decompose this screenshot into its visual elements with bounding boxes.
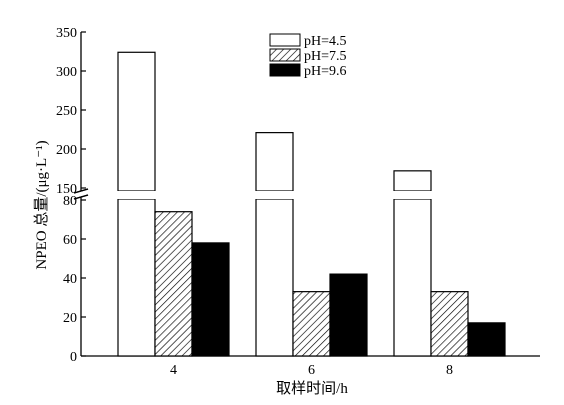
legend: pH=4.5pH=7.5pH=9.6 <box>269 33 347 79</box>
bar <box>329 273 368 357</box>
y-tick-label-lower: 60 <box>63 233 77 248</box>
y-tick-label-upper: 350 <box>56 26 77 41</box>
bar <box>154 211 193 357</box>
bar-lower-segment <box>117 198 156 357</box>
bar-break-gap <box>117 191 156 199</box>
legend-label: pH=4.5 <box>304 34 347 49</box>
y-tick-label-upper: 200 <box>56 143 77 158</box>
bar-break-gap <box>393 191 432 199</box>
x-tick-label: 6 <box>308 363 315 378</box>
bar-lower-segment <box>393 198 432 357</box>
y-tick-label-upper: 150 <box>56 182 77 197</box>
bar <box>430 291 469 357</box>
y-axis-break-mark <box>73 188 89 200</box>
bar-break-gap <box>255 191 294 199</box>
legend-label: pH=7.5 <box>304 49 347 64</box>
y-tick-label-lower: 0 <box>70 350 77 365</box>
legend-swatch <box>269 33 301 47</box>
bar <box>255 132 294 192</box>
bar-lower-segment <box>255 198 294 357</box>
legend-swatch <box>269 63 301 77</box>
y-tick-label-lower: 80 <box>63 194 77 209</box>
bar <box>467 322 506 357</box>
y-tick-label-upper: 300 <box>56 65 77 80</box>
bar <box>393 170 432 192</box>
y-axis-label: NPEO 总量/(μg·L⁻¹) <box>33 140 50 269</box>
y-tick-label-lower: 20 <box>63 311 77 326</box>
bar <box>292 291 331 357</box>
y-tick-label-lower: 40 <box>63 272 77 287</box>
legend-swatch <box>269 48 301 62</box>
x-tick-label: 8 <box>446 363 453 378</box>
bars <box>117 51 506 357</box>
bar <box>191 242 230 357</box>
bar <box>117 51 156 192</box>
legend-label: pH=9.6 <box>304 64 347 79</box>
y-tick-label-upper: 250 <box>56 104 77 119</box>
x-axis-label: 取样时间/h <box>276 380 348 397</box>
x-tick-label: 4 <box>170 363 177 378</box>
